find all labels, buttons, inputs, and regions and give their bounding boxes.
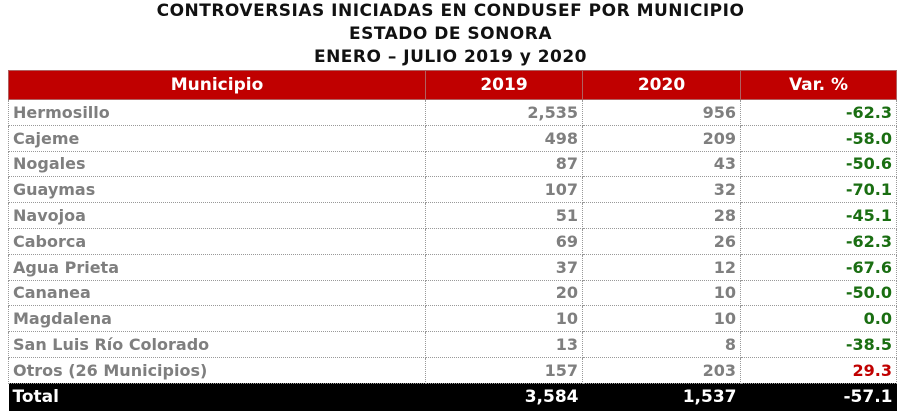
y2019-cell: 87: [425, 151, 583, 178]
municipio-cell: Cajeme: [8, 125, 426, 152]
municipio-cell: San Luis Río Colorado: [8, 331, 426, 358]
header-2019: 2019: [425, 70, 583, 100]
y2019-cell: 37: [425, 254, 583, 281]
table-row: Cananea 20 10 -50.0: [8, 280, 897, 307]
y2020-cell: 10: [582, 305, 741, 333]
var-cell: -45.1: [740, 202, 897, 229]
y2020-cell: 956: [582, 99, 741, 126]
header-municipio: Municipio: [8, 70, 426, 100]
var-cell: -62.3: [740, 228, 897, 255]
header-var: Var. %: [740, 70, 897, 100]
var-cell: -58.0: [740, 125, 897, 152]
y2019-cell: 498: [425, 125, 583, 152]
report-title: CONTROVERSIAS INICIADAS EN CONDUSEF POR …: [0, 0, 901, 69]
municipio-cell: Magdalena: [8, 305, 426, 333]
title-line-3: ENERO – JULIO 2019 y 2020: [313, 47, 588, 67]
y2020-cell: 26: [582, 228, 741, 255]
header-row: Municipio 2019 2020 Var. %: [8, 70, 897, 100]
y2019-cell: 107: [425, 176, 583, 204]
table-row: San Luis Río Colorado 13 8 -38.5: [8, 331, 897, 358]
y2019-cell: 157: [425, 357, 583, 384]
title-line-2: ESTADO DE SONORA: [348, 24, 553, 44]
y2020-cell: 43: [582, 151, 741, 178]
y2020-cell: 1,537: [582, 383, 741, 411]
var-cell: -57.1: [740, 383, 897, 411]
y2020-cell: 12: [582, 254, 741, 281]
y2020-cell: 203: [582, 357, 741, 384]
total-row: Total 3,584 1,537 -57.1: [8, 383, 897, 411]
table-row: Agua Prieta 37 12 -67.6: [8, 254, 897, 281]
var-cell: -67.6: [740, 254, 897, 281]
y2019-cell: 3,584: [425, 383, 583, 411]
header-2020: 2020: [582, 70, 741, 100]
var-cell: -62.3: [740, 99, 897, 126]
y2019-cell: 69: [425, 228, 583, 255]
municipio-cell: Cananea: [8, 280, 426, 307]
title-line-1: CONTROVERSIAS INICIADAS EN CONDUSEF POR …: [156, 1, 745, 21]
y2019-cell: 20: [425, 280, 583, 307]
municipio-cell: Navojoa: [8, 202, 426, 229]
municipio-cell: Hermosillo: [8, 99, 426, 126]
y2019-cell: 13: [425, 331, 583, 358]
var-cell: -50.0: [740, 280, 897, 307]
municipio-cell: Total: [8, 383, 426, 411]
var-cell: -38.5: [740, 331, 897, 358]
municipio-cell: Nogales: [8, 151, 426, 178]
table-row: Cajeme 498 209 -58.0: [8, 125, 897, 152]
table-row: Navojoa 51 28 -45.1: [8, 202, 897, 229]
y2019-cell: 51: [425, 202, 583, 229]
y2019-cell: 2,535: [425, 99, 583, 126]
y2020-cell: 28: [582, 202, 741, 229]
table-row: Hermosillo 2,535 956 -62.3: [8, 99, 897, 126]
municipio-cell: Agua Prieta: [8, 254, 426, 281]
var-cell: -50.6: [740, 151, 897, 178]
table-row: Guaymas 107 32 -70.1: [8, 176, 897, 204]
table-row: Otros (26 Municipios) 157 203 29.3: [8, 357, 897, 384]
municipio-cell: Guaymas: [8, 176, 426, 204]
municipio-cell: Caborca: [8, 228, 426, 255]
var-cell: -70.1: [740, 176, 897, 204]
y2020-cell: 209: [582, 125, 741, 152]
y2019-cell: 10: [425, 305, 583, 333]
y2020-cell: 32: [582, 176, 741, 204]
controversias-table: Municipio 2019 2020 Var. % Hermosillo 2,5…: [8, 70, 897, 411]
y2020-cell: 8: [582, 331, 741, 358]
var-cell: 29.3: [740, 357, 897, 384]
table-row: Nogales 87 43 -50.6: [8, 151, 897, 178]
var-cell: 0.0: [740, 305, 897, 333]
table-row: Caborca 69 26 -62.3: [8, 228, 897, 255]
table-row: Magdalena 10 10 0.0: [8, 305, 897, 333]
municipio-cell: Otros (26 Municipios): [8, 357, 426, 384]
y2020-cell: 10: [582, 280, 741, 307]
